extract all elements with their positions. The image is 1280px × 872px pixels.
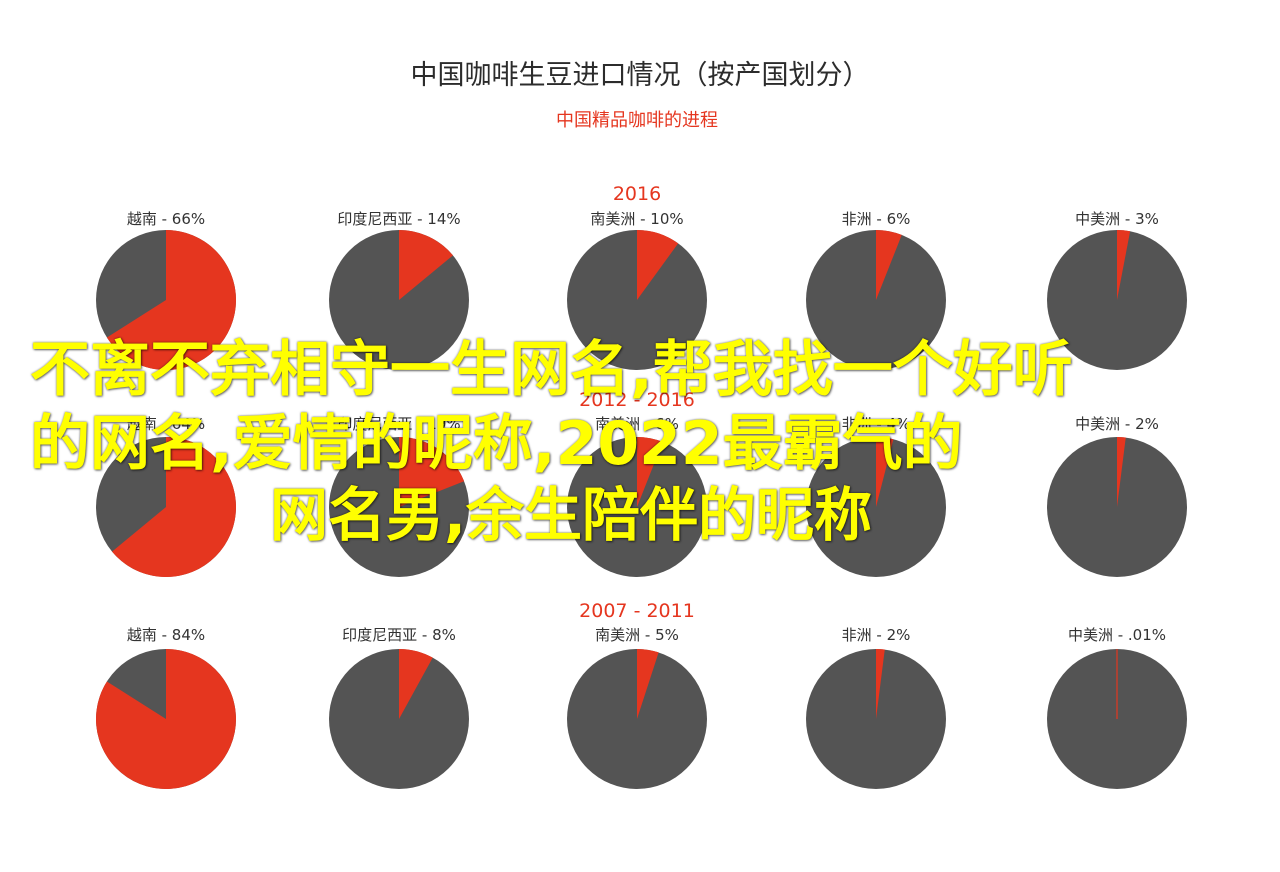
- slice-label: 南美洲 - 6%: [595, 415, 679, 433]
- slice-label: 中美洲 - .01%: [1068, 626, 1166, 644]
- pie-slice: [399, 649, 433, 719]
- slice-label: 中美洲 - 2%: [1075, 415, 1159, 433]
- slice-label: 南美洲 - 10%: [590, 210, 683, 228]
- pie-slice: [399, 230, 453, 300]
- pie-slice: [637, 649, 659, 719]
- chart-title: 中国咖啡生豆进口情况（按产国划分）: [411, 60, 870, 91]
- pie-charts: 2016 越南 - 66% 印度尼西亚 - 14% 南美洲 - 10% 非洲 - 6% 中…: [96, 183, 1187, 790]
- slice-label: 非洲 - 4%: [842, 415, 911, 433]
- pie-slice: [96, 649, 237, 790]
- slice-label: 印度尼西亚 - 19%: [337, 415, 460, 433]
- pie-slice: [112, 437, 236, 577]
- pie-slice: [1117, 230, 1131, 300]
- slice-label: 越南 - 64%: [127, 415, 205, 433]
- pie-slice: [637, 230, 679, 300]
- slice-label: 印度尼西亚 - 14%: [337, 210, 460, 228]
- period-heading: 2016: [613, 183, 661, 205]
- slice-label: 南美洲 - 5%: [595, 626, 679, 644]
- pie-slice: [876, 649, 885, 719]
- pie-slice: [399, 437, 465, 507]
- slice-label: 中美洲 - 3%: [1075, 210, 1159, 228]
- chart-subtitle: 中国精品咖啡的进程: [556, 110, 718, 131]
- pie-slice: [876, 437, 894, 507]
- pie-slice: [1117, 437, 1126, 507]
- slice-label: 非洲 - 6%: [842, 210, 911, 228]
- pie-slice: [106, 230, 237, 370]
- period-heading: 2007 - 2011: [579, 600, 695, 622]
- slice-label: 非洲 - 2%: [842, 626, 911, 644]
- slice-label: 越南 - 84%: [127, 626, 205, 644]
- pie-slice: [876, 230, 902, 300]
- slice-label: 越南 - 66%: [127, 210, 205, 228]
- period-heading: 2012 - 2016: [579, 389, 695, 411]
- slice-label: 印度尼西亚 - 8%: [342, 626, 456, 644]
- pie-slice: [637, 437, 663, 507]
